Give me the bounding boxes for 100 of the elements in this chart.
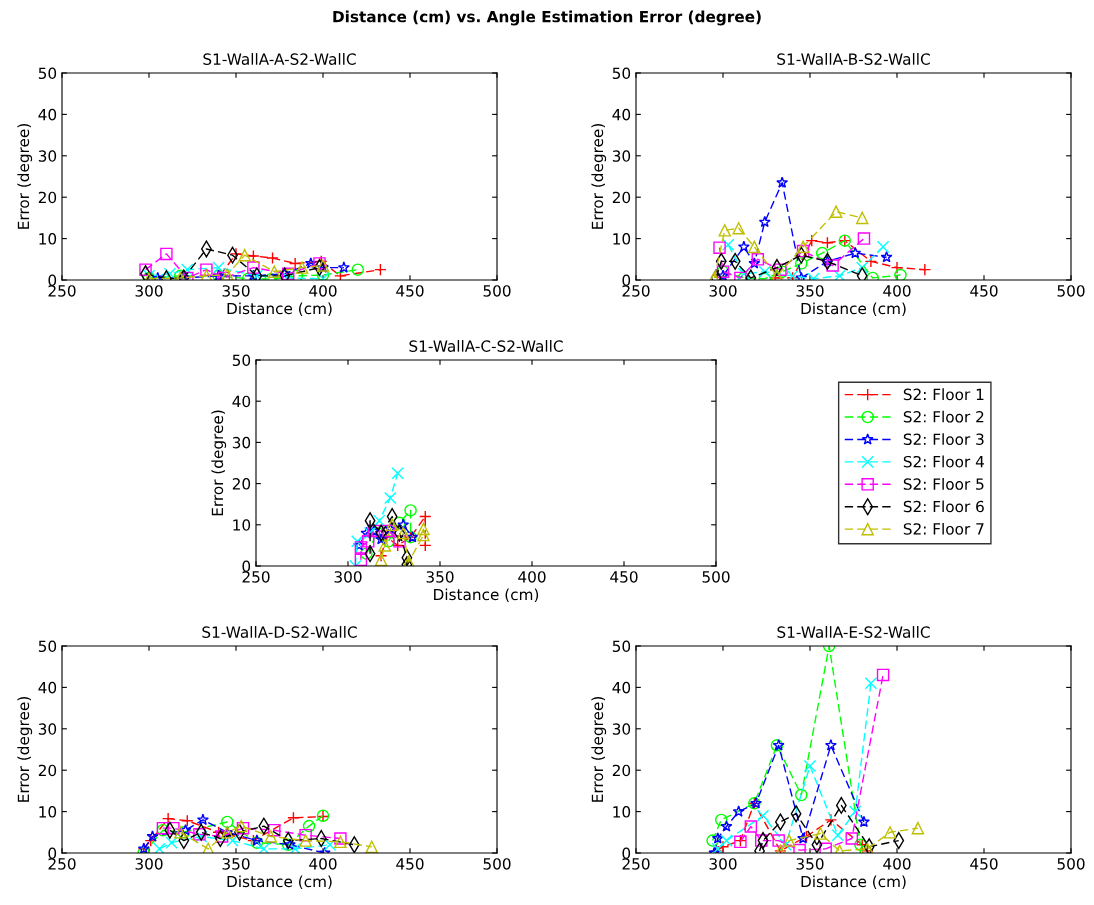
point xyxy=(715,813,728,827)
y-tick-label: 50 xyxy=(612,640,631,653)
x-tick-label: 350 xyxy=(222,858,250,870)
point xyxy=(821,236,834,249)
x-axis-title: Distance (cm) xyxy=(227,875,332,890)
point xyxy=(706,834,719,847)
y-axis-title: Error (degree) xyxy=(17,697,33,802)
point xyxy=(417,522,430,536)
y-tick-label: 0 xyxy=(622,274,631,287)
point xyxy=(855,211,869,225)
point xyxy=(215,830,229,843)
point xyxy=(890,261,904,274)
point xyxy=(713,241,726,254)
point xyxy=(751,253,765,266)
point xyxy=(375,532,388,545)
point xyxy=(732,805,745,817)
x-axis-title: Distance (cm) xyxy=(434,588,539,603)
y-tick-label: 20 xyxy=(612,764,631,777)
point xyxy=(174,826,187,839)
point xyxy=(857,232,871,245)
point xyxy=(911,821,925,835)
point xyxy=(196,813,209,826)
point xyxy=(378,539,392,552)
x-tick-label: 400 xyxy=(309,285,337,297)
legend-label: S2: Floor 7 xyxy=(903,522,984,535)
point xyxy=(776,176,789,188)
x-tick-label: 300 xyxy=(135,285,163,297)
point xyxy=(795,788,808,802)
point xyxy=(815,246,829,260)
y-tick-label: 40 xyxy=(38,108,57,121)
point xyxy=(146,830,159,842)
x-tick-label: 500 xyxy=(1057,285,1085,297)
y-tick-label: 20 xyxy=(38,764,57,777)
y-tick-label: 40 xyxy=(612,108,631,121)
x-tick-label: 300 xyxy=(709,858,737,870)
point xyxy=(711,832,724,844)
legend-label: S2: Floor 2 xyxy=(903,410,984,423)
y-tick-label: 0 xyxy=(48,274,57,287)
x-tick-label: 250 xyxy=(48,858,76,870)
y-axis-title: Error (degree) xyxy=(17,124,33,229)
point xyxy=(374,549,388,562)
point xyxy=(779,838,792,851)
point xyxy=(796,240,810,254)
point xyxy=(365,840,378,853)
point xyxy=(361,535,375,548)
x-tick-label: 350 xyxy=(222,285,250,297)
point xyxy=(165,836,178,849)
legend-label: S2: Floor 6 xyxy=(903,500,984,513)
point xyxy=(857,815,870,828)
point xyxy=(833,269,846,280)
point xyxy=(153,842,166,853)
point xyxy=(391,467,404,480)
legend-label: S2: Floor 5 xyxy=(903,478,984,490)
x-tick-label: 250 xyxy=(242,571,270,583)
x-axis-title: Distance (cm) xyxy=(801,302,906,317)
point xyxy=(782,834,796,847)
y-tick-label: 0 xyxy=(242,560,251,573)
point xyxy=(334,835,347,849)
x-tick-label: 400 xyxy=(518,571,546,583)
point xyxy=(748,240,761,254)
x-tick-label: 450 xyxy=(396,858,424,870)
point xyxy=(401,549,413,566)
point xyxy=(864,677,878,690)
chart-title: S1-WallA-D-S2-WallC xyxy=(202,626,357,638)
point xyxy=(737,240,750,253)
point xyxy=(374,553,388,566)
x-tick-label: 450 xyxy=(970,858,998,870)
point xyxy=(382,535,395,548)
point xyxy=(772,834,785,847)
y-tick-label: 40 xyxy=(612,681,631,694)
point xyxy=(404,504,417,517)
point xyxy=(717,269,729,280)
point xyxy=(824,813,838,827)
y-tick-label: 10 xyxy=(233,519,251,531)
point xyxy=(397,518,410,530)
point xyxy=(363,526,377,540)
point xyxy=(299,834,312,847)
point xyxy=(302,819,316,833)
y-tick-label: 30 xyxy=(232,436,251,449)
point xyxy=(758,215,771,228)
point xyxy=(876,240,890,254)
point xyxy=(805,234,818,247)
point xyxy=(793,843,806,853)
x-tick-label: 500 xyxy=(1057,858,1085,870)
point xyxy=(348,836,360,853)
x-tick-label: 350 xyxy=(796,285,824,297)
x-tick-label: 400 xyxy=(309,858,337,870)
point xyxy=(181,814,194,827)
point xyxy=(880,250,893,263)
point xyxy=(350,535,364,548)
y-tick-label: 10 xyxy=(39,233,57,245)
y-tick-label: 10 xyxy=(39,806,57,818)
y-axis-title: Error (degree) xyxy=(591,124,607,229)
legend-label: S2: Floor 4 xyxy=(903,455,984,468)
y-tick-label: 10 xyxy=(613,233,631,245)
x-axis-title: Distance (cm) xyxy=(227,302,332,317)
x-tick-label: 500 xyxy=(483,858,511,870)
point xyxy=(732,221,745,235)
y-tick-label: 30 xyxy=(38,723,57,735)
y-tick-label: 20 xyxy=(38,191,57,204)
